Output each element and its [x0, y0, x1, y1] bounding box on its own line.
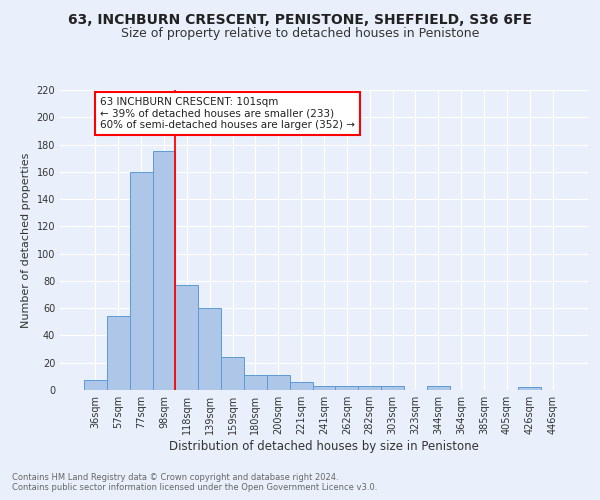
Bar — [267, 375, 290, 390]
Text: 63 INCHBURN CRESCENT: 101sqm
← 39% of detached houses are smaller (233)
60% of s: 63 INCHBURN CRESCENT: 101sqm ← 39% of de… — [100, 97, 355, 130]
Bar — [290, 382, 313, 390]
Bar — [313, 386, 335, 390]
Text: 63, INCHBURN CRESCENT, PENISTONE, SHEFFIELD, S36 6FE: 63, INCHBURN CRESCENT, PENISTONE, SHEFFI… — [68, 12, 532, 26]
Bar — [107, 316, 130, 390]
X-axis label: Distribution of detached houses by size in Penistone: Distribution of detached houses by size … — [169, 440, 479, 453]
Bar — [381, 386, 404, 390]
Bar — [175, 285, 198, 390]
Bar — [244, 375, 267, 390]
Text: Contains HM Land Registry data © Crown copyright and database right 2024.: Contains HM Land Registry data © Crown c… — [12, 474, 338, 482]
Bar — [198, 308, 221, 390]
Bar — [335, 386, 358, 390]
Bar — [130, 172, 152, 390]
Bar — [427, 386, 450, 390]
Bar — [152, 152, 175, 390]
Y-axis label: Number of detached properties: Number of detached properties — [21, 152, 31, 328]
Bar — [518, 388, 541, 390]
Bar — [84, 380, 107, 390]
Text: Contains public sector information licensed under the Open Government Licence v3: Contains public sector information licen… — [12, 484, 377, 492]
Text: Size of property relative to detached houses in Penistone: Size of property relative to detached ho… — [121, 28, 479, 40]
Bar — [221, 358, 244, 390]
Bar — [358, 386, 381, 390]
